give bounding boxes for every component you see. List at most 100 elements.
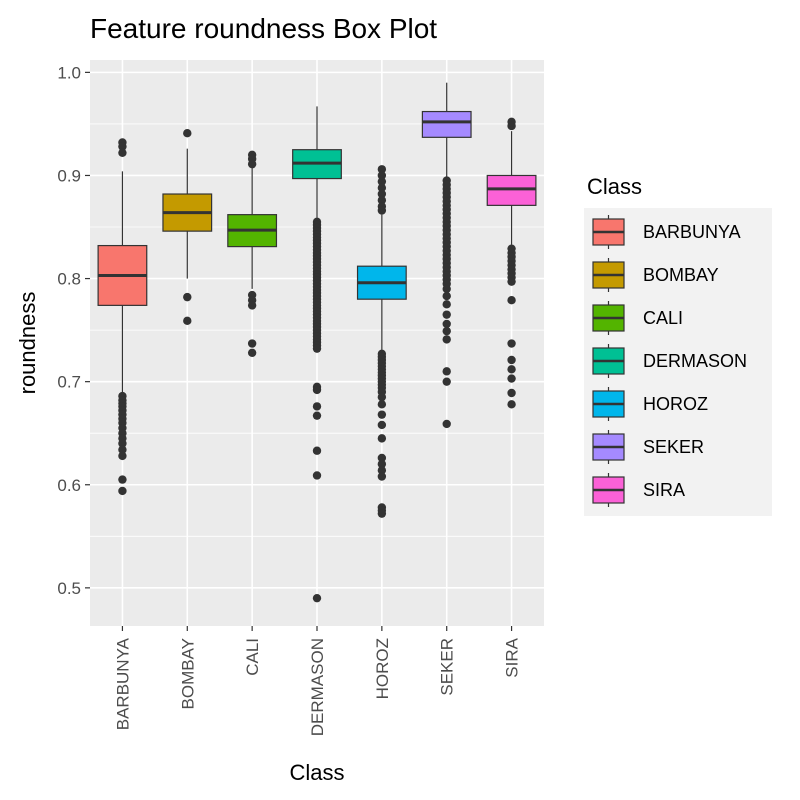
outlier-point — [507, 296, 516, 305]
outlier-point — [247, 339, 257, 348]
y-tick-label: 0.8 — [57, 270, 81, 289]
outlier-point — [377, 466, 387, 475]
legend-item-bombay: BOMBAY — [592, 258, 719, 292]
y-axis-label: roundness — [15, 292, 40, 395]
outlier-point — [377, 206, 387, 215]
outlier-point — [442, 335, 451, 344]
outlier-point — [377, 400, 387, 409]
legend-title: Class — [587, 174, 642, 199]
legend-label: SEKER — [643, 437, 704, 457]
outlier-point — [312, 471, 322, 480]
outlier-point — [377, 509, 387, 518]
x-tick-label: DERMASON — [308, 638, 327, 736]
outlier-point — [442, 300, 451, 309]
outlier-point — [312, 446, 322, 455]
x-axis: BARBUNYA BOMBAY CALI DERMASON HOROZ SEKER SIRA — [113, 626, 522, 736]
outlier-point — [507, 374, 516, 383]
box-seker — [421, 82, 472, 429]
outlier-point — [377, 189, 387, 199]
outlier-point — [442, 284, 451, 294]
outlier-point — [247, 301, 257, 310]
legend-item-barbunya: BARBUNYA — [592, 215, 741, 249]
outlier-point — [312, 385, 322, 395]
legend-item-dermason: DERMASON — [592, 344, 747, 378]
outlier-point — [377, 410, 387, 419]
outlier-point — [118, 486, 127, 496]
outlier-point — [118, 439, 127, 448]
legend-label: BARBUNYA — [643, 222, 741, 242]
y-tick-label: 0.5 — [57, 579, 81, 598]
outlier-point — [377, 196, 387, 205]
x-tick-label: SIRA — [503, 637, 522, 677]
legend-items: BARBUNYA BOMBAY CALI DERMASON HOROZ SEKER SIRA — [592, 215, 747, 507]
legend: Class BARBUNYA BOMBAY CALI DERMASON HOROZ SEK… — [584, 174, 772, 516]
outlier-point — [377, 453, 387, 463]
y-tick-label: 1.0 — [57, 63, 81, 82]
outlier-point — [118, 142, 127, 151]
x-tick-label: SEKER — [438, 638, 457, 696]
box-barbunya — [97, 138, 148, 496]
chart-title: Feature roundness Box Plot — [90, 13, 437, 44]
outlier-point — [442, 419, 451, 429]
x-tick-label: HOROZ — [373, 638, 392, 699]
outlier-point — [442, 319, 451, 329]
legend-item-sira: SIRA — [592, 473, 685, 507]
outlier-point — [312, 411, 322, 420]
outlier-point — [118, 445, 127, 454]
outlier-point — [377, 171, 387, 180]
outlier-point — [118, 148, 127, 157]
outlier-point — [507, 355, 516, 365]
outlier-point — [183, 316, 192, 326]
outlier-point — [442, 291, 451, 301]
legend-label: CALI — [643, 308, 683, 328]
outlier-point — [377, 183, 387, 193]
outlier-point — [183, 292, 192, 302]
y-tick-label: 0.9 — [57, 166, 81, 185]
outlier-point — [507, 121, 516, 131]
x-tick-label: BARBUNYA — [113, 637, 132, 730]
outlier-point — [118, 475, 127, 484]
outlier-point — [312, 593, 322, 603]
outlier-point — [507, 277, 516, 286]
legend-label: HOROZ — [643, 394, 708, 414]
legend-label: BOMBAY — [643, 265, 719, 285]
box-bombay — [162, 128, 213, 326]
legend-label: SIRA — [643, 480, 685, 500]
legend-item-horoz: HOROZ — [592, 387, 708, 421]
outlier-point — [442, 310, 451, 319]
outlier-point — [247, 159, 257, 169]
box-dermason — [292, 106, 342, 603]
x-tick-label: BOMBAY — [178, 638, 197, 709]
legend-label: DERMASON — [643, 351, 747, 371]
legend-item-cali: CALI — [592, 301, 683, 335]
outlier-point — [507, 388, 516, 398]
legend-item-seker: SEKER — [592, 430, 704, 464]
iqr-box — [486, 174, 537, 206]
y-tick-label: 0.7 — [57, 373, 81, 392]
outlier-point — [312, 344, 322, 353]
outlier-point — [377, 472, 387, 481]
outlier-point — [183, 128, 192, 138]
outlier-point — [118, 451, 127, 461]
outlier-point — [507, 339, 516, 348]
outlier-point — [377, 165, 387, 174]
outlier-point — [377, 434, 387, 443]
outlier-point — [247, 348, 257, 357]
box-layer — [97, 82, 537, 603]
outlier-point — [377, 177, 387, 186]
outlier-point — [377, 420, 387, 430]
box-cali — [227, 150, 278, 357]
box-sira — [486, 117, 537, 409]
outlier-point — [312, 402, 322, 411]
outlier-point — [442, 367, 451, 376]
outlier-point — [377, 392, 387, 402]
outlier-point — [442, 377, 451, 386]
x-tick-label: CALI — [243, 638, 262, 676]
outlier-point — [442, 326, 451, 336]
outlier-point — [507, 365, 516, 374]
y-axis: 0.5 0.6 0.7 0.8 0.9 1.0 — [57, 63, 90, 598]
x-axis-label: Class — [289, 760, 344, 785]
y-tick-label: 0.6 — [57, 476, 81, 495]
box-horoz — [356, 165, 407, 518]
